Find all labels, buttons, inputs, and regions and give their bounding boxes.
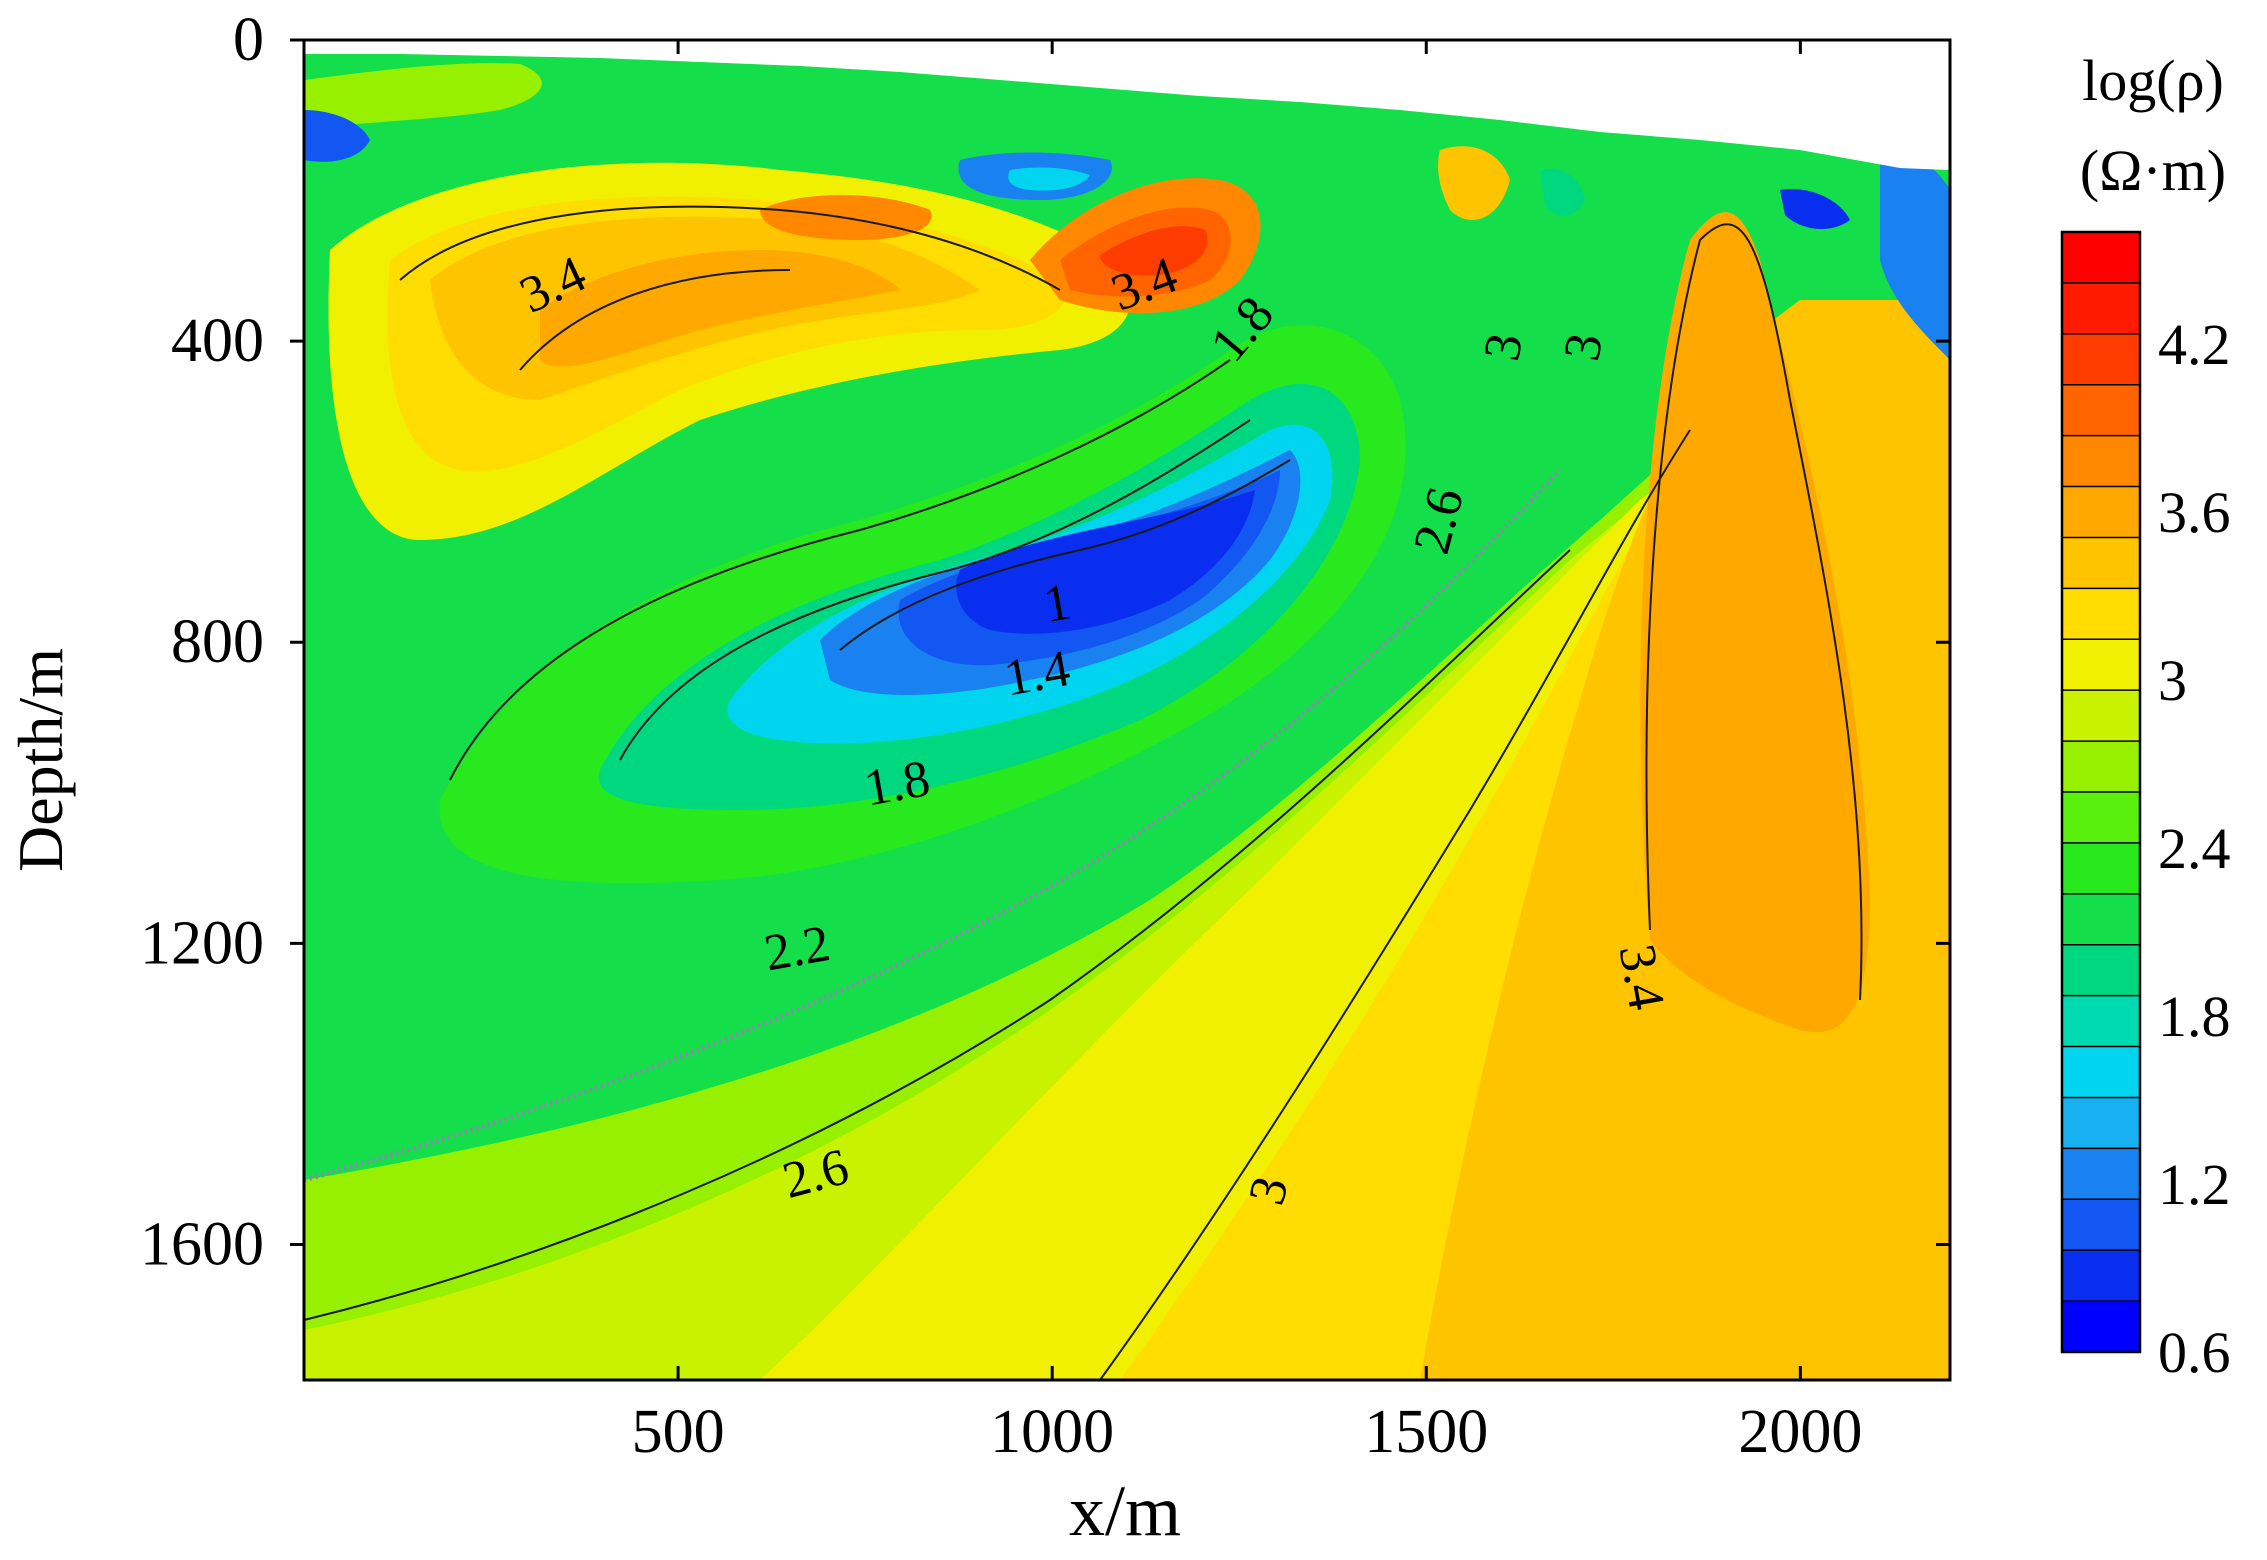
colorbar-tick-label: 1.8 (2158, 984, 2231, 1049)
x-tick-label: 2000 (1738, 1398, 1862, 1466)
colorbar-bin (2062, 486, 2140, 538)
colorbar-bin (2062, 995, 2140, 1048)
contour-label: 1.4 (1000, 640, 1074, 707)
colorbar-bin (2062, 639, 2140, 691)
colorbar-bin (2062, 893, 2140, 946)
y-tick-label: 1200 (140, 909, 264, 977)
y-tick-label: 0 (233, 6, 264, 74)
colorbar-tick-label: 2.4 (2158, 816, 2231, 881)
y-tick-label: 1600 (140, 1210, 264, 1278)
colorbar-bin (2062, 1250, 2140, 1302)
contour-lines (303, 205, 1863, 1381)
colorbar-bin (2062, 232, 2140, 284)
contour-label: 2.2 (760, 915, 834, 982)
colorbar-title-line2: (Ω·m) (2080, 138, 2226, 203)
colorbar-bin (2062, 333, 2140, 386)
x-tick-label: 500 (632, 1398, 725, 1466)
colorbar-bin (2062, 537, 2140, 589)
contour-label: 3.4 (1608, 940, 1675, 1014)
colorbar-bin (2062, 690, 2140, 742)
colorbar-bin (2062, 1046, 2140, 1098)
y-tick-label: 800 (171, 608, 264, 676)
plot-frame (302, 38, 1952, 1382)
x-tick-label: 1000 (990, 1398, 1114, 1466)
y-axis-label: Depth/m (5, 648, 76, 872)
x-axis-label: x/m (1069, 1471, 1181, 1551)
colorbar-bin (2062, 384, 2140, 437)
colorbar (2060, 230, 2142, 1354)
colorbar-bin (2062, 1199, 2140, 1251)
colorbar-bin (2062, 1097, 2140, 1149)
colorbar-bin (2062, 741, 2140, 793)
colorbar-tick-label: 3 (2158, 648, 2187, 713)
x-tick-label: 1500 (1364, 1398, 1488, 1466)
colorbar-bin (2062, 842, 2140, 895)
colorbar-bin (2062, 1148, 2140, 1200)
x-axis: 500 1000 1500 2000 (632, 40, 1862, 1466)
colorbar-tick-label: 3.6 (2158, 480, 2231, 545)
colorbar-tick-label: 4.2 (2158, 312, 2231, 377)
colorbar-title-line1: log(ρ) (2082, 48, 2224, 113)
topography-mask (304, 40, 1950, 170)
contour-label: 1.8 (860, 750, 934, 817)
y-tick-label: 400 (171, 307, 264, 375)
colorbar-bin (2062, 1301, 2140, 1353)
y-axis: 0 400 800 1200 1600 (140, 6, 1950, 1278)
colorbar-bin (2062, 282, 2140, 335)
colorbar-bin (2062, 435, 2140, 488)
plot-area (304, 54, 1950, 1380)
colorbar-ticks: 4.2 3.6 3 2.4 1.8 1.2 0.6 (2158, 312, 2231, 1385)
colorbar-bin (2062, 944, 2140, 997)
colorbar-bin (2062, 792, 2140, 844)
colorbar-tick-label: 0.6 (2158, 1320, 2231, 1385)
colorbar-frame (2060, 230, 2142, 1354)
colorbar-bin (2062, 588, 2140, 640)
colorbar-tick-label: 1.2 (2158, 1152, 2231, 1217)
